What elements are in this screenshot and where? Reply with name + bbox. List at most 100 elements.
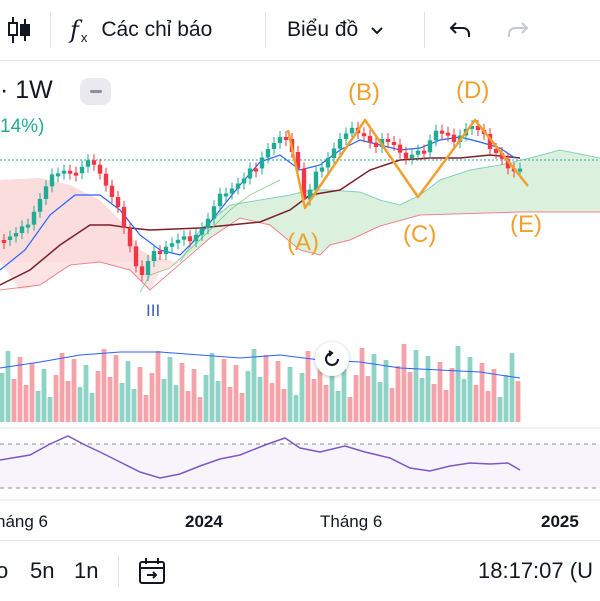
candle-body [295,152,301,169]
undo-icon[interactable] [448,0,472,60]
volume-bar [311,379,317,422]
candle-body [331,148,337,158]
redo-icon[interactable] [506,0,530,60]
bottom-divider [118,555,119,587]
candlestick-icon[interactable] [6,0,32,60]
volume-bar [479,363,485,422]
candle-body [109,185,115,197]
volume-bar [41,369,47,422]
volume-bar [203,375,209,422]
candle-body [49,174,55,187]
cloud-bull-segment [180,150,600,262]
volume-bar [335,391,341,422]
chevron-down-icon [370,18,384,42]
volume-bar [491,369,497,422]
volume-bar [0,373,5,422]
volume-bar [131,389,137,422]
elliott-wave-drawing [286,118,529,210]
volume-bar [149,373,155,422]
volume-bar [419,378,425,422]
candle-body [373,142,379,147]
volume-bar [65,381,71,422]
range-option-0[interactable]: o [0,558,9,583]
candle-body [205,218,211,229]
candle-body [181,236,187,240]
candle-body [451,134,457,142]
candle-body [367,135,373,143]
volume-bar [251,349,257,422]
volume-bar [257,377,263,422]
candle-body [145,261,151,275]
volume-bar [155,351,161,422]
volume-bar [425,356,431,422]
candle-body [61,170,67,174]
candle-body [187,236,193,242]
volume-bar [29,363,35,422]
volume-bar [95,371,101,422]
range-option-1n[interactable]: 1n [74,558,99,583]
cloud-bear-segment [0,178,175,262]
candle-body [67,170,73,174]
candle-body [361,133,367,137]
volume-bar [179,363,185,422]
wave-label-e: (E) [510,211,542,238]
volume-bar [125,361,131,422]
x-axis-label-1: 2024 [185,512,223,531]
candle-body [31,211,37,225]
volume-bar [107,377,113,422]
candle-body [121,207,127,228]
collapse-legend-button[interactable] [80,78,111,105]
volume-bar [347,397,353,422]
candle-body [319,167,325,172]
volume-bar [5,351,11,422]
toolbar-divider [265,12,266,48]
candle-body [337,139,343,149]
candle-body [151,251,157,261]
clock-time: 18:17:07 (U [478,558,593,583]
candle-body [499,153,505,159]
volume-bar [299,373,305,422]
candle-body [19,226,25,233]
volume-bar [467,357,473,422]
volume-bar [509,353,515,422]
candle-body [271,143,277,149]
candle-body [343,133,349,139]
candle-body [79,166,85,174]
volume-bar [389,388,395,422]
candle-body [283,137,289,140]
candle-body [265,149,271,158]
rsi-band-fill [0,444,600,488]
candle-body [247,168,253,179]
candle-body [421,150,427,154]
volume-bar [173,385,179,422]
volume-bar [395,366,401,422]
volume-bar [461,379,467,422]
candle-body [217,193,223,207]
volume-bar [59,353,65,422]
wave-label-iii: III [146,301,160,320]
range-option-5n[interactable]: 5n [30,558,55,583]
candle-body [469,126,475,129]
reset-chart-button[interactable] [315,342,349,376]
volume-bar [77,387,83,422]
volume-bar [263,355,269,422]
candle-body [25,224,31,228]
volume-bar [119,383,125,422]
wave-label-a: (A) [287,229,319,256]
chart-canvas[interactable]: (B) (D) (A) (C) (E) III háng 6 2024 Thán… [0,60,600,540]
go-to-date-icon[interactable] [137,541,167,601]
rsi-line [0,435,521,479]
volume-bar [101,349,107,422]
candle-body [199,228,205,235]
wave-label-d: (D) [456,77,489,104]
candle-body [427,140,433,153]
candle-body [211,206,217,219]
chart-type-button[interactable]: Biểu đồ [287,0,384,60]
volume-bar [137,367,143,422]
volume-ma-line [0,351,521,379]
candle-body [193,234,199,242]
indicators-button[interactable]: f x Các chỉ báo [70,0,212,60]
volume-bar [443,390,449,422]
function-x-subscript: x [80,29,88,45]
volume-bar [413,350,419,422]
